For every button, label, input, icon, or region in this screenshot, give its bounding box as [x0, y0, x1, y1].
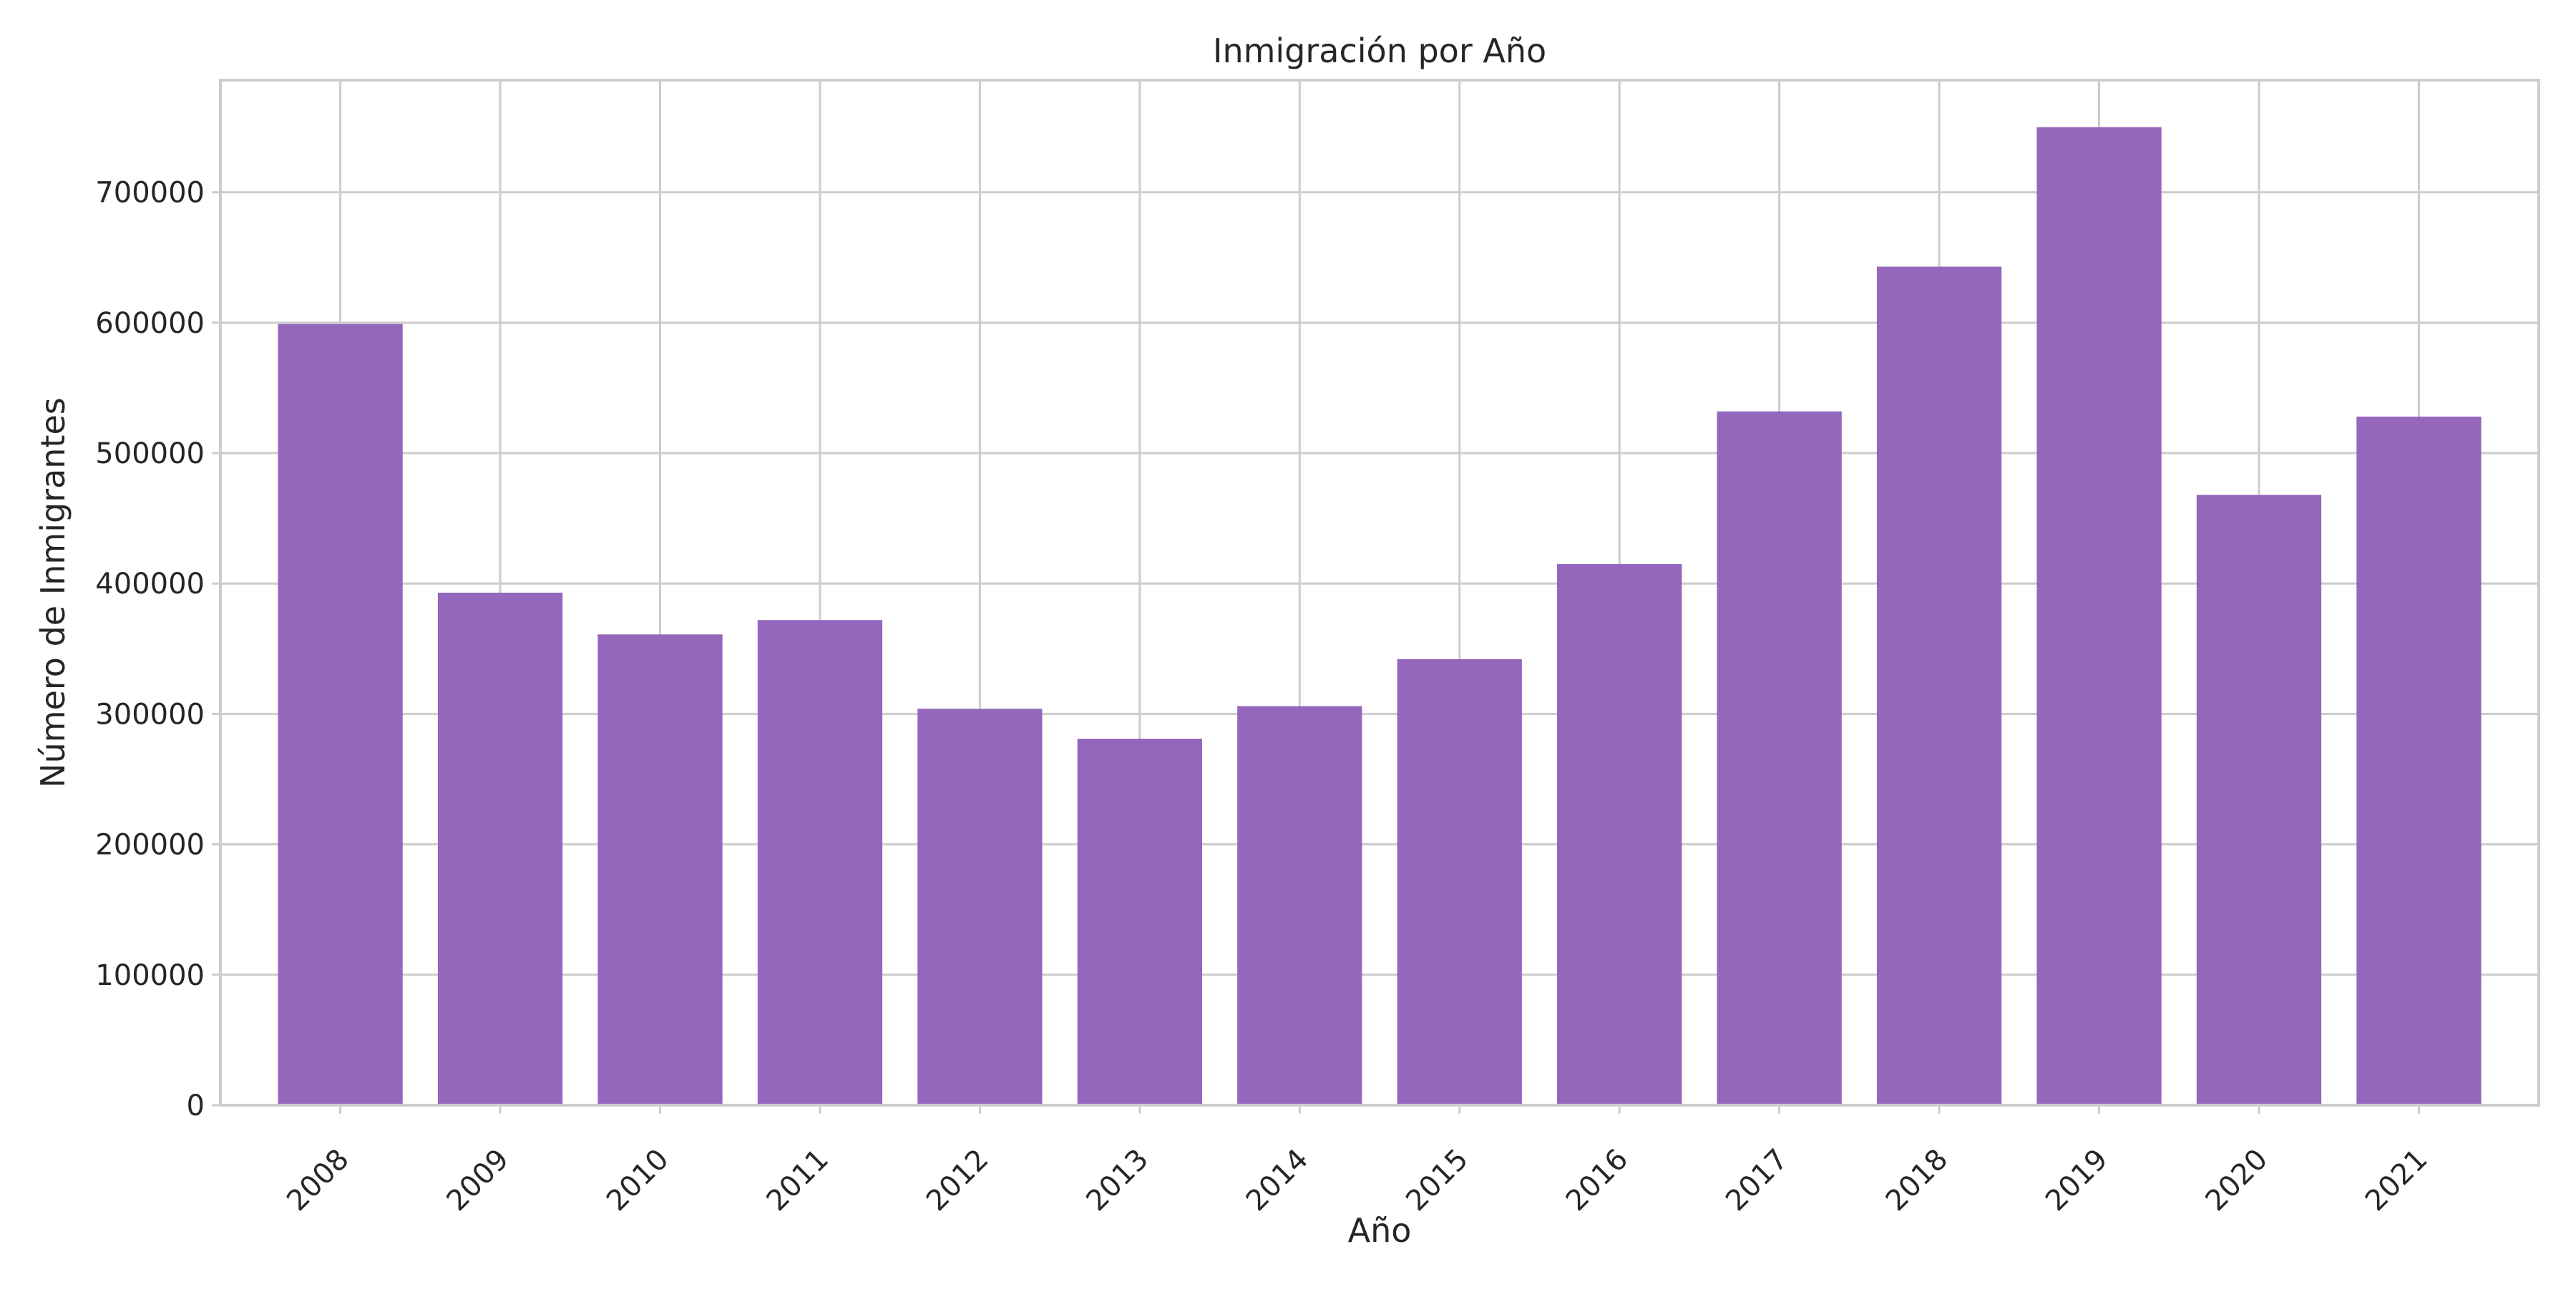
x-tick-label: 2009	[441, 1143, 516, 1218]
x-tick-label: 2019	[2039, 1143, 2114, 1218]
chart-title: Inmigración por Año	[1213, 31, 1546, 70]
y-tick-label: 200000	[95, 829, 205, 862]
bar-2019	[2036, 127, 2162, 1106]
bar-2012	[917, 709, 1043, 1105]
bars	[278, 127, 2482, 1106]
grid-lines	[220, 80, 2539, 1107]
bar-2009	[437, 593, 563, 1105]
x-tick-label: 2015	[1400, 1143, 1475, 1218]
x-tick-label: 2016	[1560, 1143, 1635, 1218]
bar-2017	[1717, 411, 1842, 1105]
x-tick-label: 2011	[760, 1143, 835, 1218]
x-tick-label: 2008	[280, 1143, 356, 1218]
x-tick-label: 2020	[2200, 1143, 2275, 1218]
y-tick-label: 300000	[95, 698, 205, 731]
y-axis-label: Número de Inmigrantes	[34, 397, 72, 788]
y-tick-label: 100000	[95, 959, 205, 992]
x-tick-label: 2012	[920, 1143, 995, 1218]
y-tick-label: 500000	[95, 437, 205, 470]
bar-2016	[1557, 563, 1682, 1105]
y-tick-label: 0	[187, 1089, 205, 1122]
bar-2015	[1397, 659, 1522, 1105]
bar-2020	[2196, 495, 2322, 1105]
y-tick-label: 700000	[95, 177, 205, 210]
x-tick-label: 2013	[1080, 1143, 1155, 1218]
x-tick-label: 2010	[600, 1143, 675, 1218]
bar-2010	[597, 634, 723, 1105]
x-tick-label: 2017	[1719, 1143, 1795, 1218]
bar-2008	[278, 324, 403, 1105]
y-tick-label: 600000	[95, 307, 205, 340]
bar-2011	[757, 620, 883, 1105]
bar-2018	[1876, 266, 2002, 1105]
bar-2013	[1077, 739, 1202, 1105]
x-tick-label: 2014	[1240, 1143, 1315, 1218]
bar-2021	[2356, 417, 2482, 1105]
x-tick-label: 2021	[2359, 1143, 2434, 1218]
plot-frame	[219, 79, 2540, 1107]
x-axis-label: Año	[1348, 1211, 1412, 1250]
x-tick-label: 2018	[1880, 1143, 1955, 1218]
bar-2014	[1237, 706, 1362, 1105]
y-tick-label: 400000	[95, 568, 205, 601]
